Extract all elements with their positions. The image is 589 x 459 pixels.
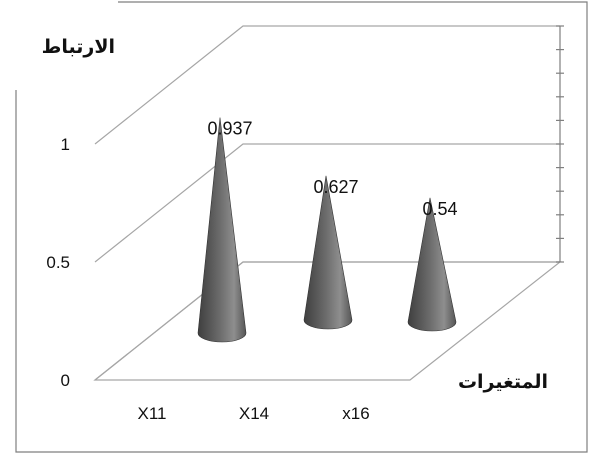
cone-bar — [303, 175, 353, 330]
chart-series: 0.937 0.627 0.54 — [197, 117, 458, 343]
cone-bar — [407, 197, 457, 332]
gridline — [94, 143, 560, 263]
x-tick-label: x16 — [342, 404, 369, 423]
chart-walls — [93, 25, 564, 381]
gridline — [94, 25, 560, 145]
y-axis-ticks: 00.51 — [46, 135, 70, 390]
x-tick-label: X11 — [138, 404, 167, 423]
data-label: 0.627 — [313, 177, 358, 197]
gridline — [94, 261, 560, 381]
cone-bar — [197, 117, 247, 343]
x-axis-title: المتغيرات — [458, 372, 548, 393]
x-tick-label: X14 — [239, 404, 269, 423]
y-tick-label: 1 — [61, 135, 70, 154]
data-label: 0.54 — [422, 199, 457, 219]
x-axis-ticks: X11 X14 x16 — [138, 404, 370, 423]
y-tick-label: 0 — [61, 371, 70, 390]
y-axis-title: الارتباط — [42, 37, 115, 58]
chart-frame — [15, 1, 588, 453]
y-tick-label: 0.5 — [46, 253, 70, 272]
data-label: 0.937 — [207, 118, 252, 138]
